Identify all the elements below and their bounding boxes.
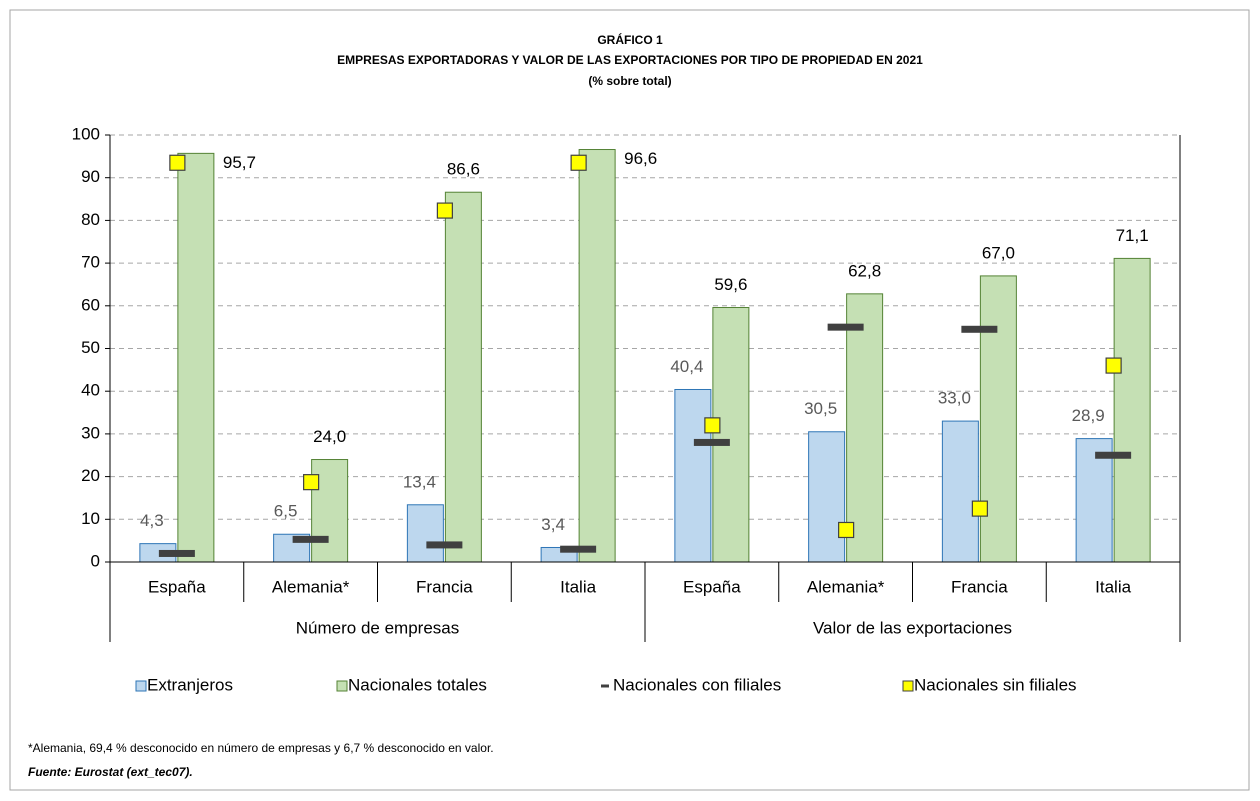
value-label: 59,6 <box>714 275 747 294</box>
value-label: 33,0 <box>938 389 971 408</box>
bar <box>578 149 616 563</box>
square-marker <box>704 417 721 434</box>
frame <box>9 9 1250 791</box>
y-tick-label: 60 <box>81 295 100 314</box>
value-label: 24,0 <box>313 427 346 446</box>
bar <box>1113 257 1151 563</box>
x-tick-label: Alemania* <box>272 577 350 596</box>
chart-unit: (% sobre total) <box>588 74 671 88</box>
square-marker <box>169 154 186 171</box>
y-tick-label: 50 <box>81 338 100 357</box>
legend-swatch <box>902 680 914 692</box>
y-tick-label: 30 <box>81 423 100 442</box>
bar <box>808 431 846 563</box>
value-label: 67,0 <box>982 243 1015 262</box>
bar <box>1075 438 1113 563</box>
square-marker <box>436 202 453 219</box>
bar <box>177 152 215 563</box>
value-label: 28,9 <box>1072 406 1105 425</box>
square-marker <box>838 521 855 539</box>
y-tick-label: 80 <box>81 210 100 229</box>
square-marker <box>971 500 988 517</box>
square-marker <box>570 154 587 171</box>
x-tick-label: España <box>148 577 206 596</box>
dash-marker <box>560 545 597 553</box>
chart-subtitle: EMPRESAS EXPORTADORAS Y VALOR DE LAS EXP… <box>337 53 923 67</box>
bar <box>406 504 444 563</box>
value-label: 30,5 <box>804 399 837 418</box>
dash-marker <box>158 549 195 557</box>
y-tick-label: 20 <box>81 466 100 485</box>
y-tick-label: 100 <box>72 124 100 143</box>
legend-label: Extranjeros <box>147 675 233 694</box>
y-tick-label: 90 <box>81 167 100 186</box>
value-label: 71,1 <box>1116 226 1149 245</box>
y-tick-label: 0 <box>91 551 100 570</box>
legend-label: Nacionales totales <box>348 675 487 694</box>
group-label: Valor de las exportaciones <box>813 618 1012 637</box>
legend-swatch <box>336 680 348 692</box>
value-label: 62,8 <box>848 261 881 280</box>
legend-swatch <box>135 680 147 692</box>
legend-label: Nacionales con filiales <box>613 675 781 694</box>
chart-title: GRÁFICO 1 <box>597 32 663 47</box>
x-tick-label: Francia <box>951 577 1008 596</box>
footnote: *Alemania, 69,4 % desconocido en número … <box>28 741 494 755</box>
dash-marker <box>961 325 998 333</box>
x-tick-label: España <box>683 577 741 596</box>
value-label: 4,3 <box>140 511 164 530</box>
bar <box>674 388 712 563</box>
bar <box>444 191 482 563</box>
legend-label: Nacionales sin filiales <box>914 675 1077 694</box>
bar <box>712 307 750 563</box>
value-label: 3,4 <box>541 515 565 534</box>
bar <box>979 275 1017 563</box>
x-tick-label: Italia <box>560 577 596 596</box>
y-tick-label: 70 <box>81 253 100 272</box>
dash-marker <box>693 438 730 446</box>
bar <box>941 420 979 563</box>
square-marker <box>303 474 320 491</box>
x-tick-label: Francia <box>416 577 473 596</box>
square-marker <box>1105 357 1122 374</box>
value-label: 95,7 <box>223 153 256 172</box>
value-label: 40,4 <box>670 357 703 376</box>
value-label: 13,4 <box>403 472 436 491</box>
value-label: 96,6 <box>624 149 657 168</box>
source: Fuente: Eurostat (ext_tec07). <box>28 765 193 779</box>
dash-marker <box>292 535 329 543</box>
x-tick-label: Italia <box>1095 577 1131 596</box>
dash-marker <box>1095 451 1132 459</box>
x-tick-label: Alemania* <box>807 577 885 596</box>
y-tick-label: 40 <box>81 381 100 400</box>
bar <box>846 293 884 563</box>
dash-marker <box>426 541 463 549</box>
value-label: 86,6 <box>447 160 480 179</box>
legend-swatch <box>601 684 609 688</box>
value-label: 6,5 <box>274 502 298 521</box>
y-tick-label: 10 <box>81 509 100 528</box>
dash-marker <box>827 323 864 331</box>
group-label: Número de empresas <box>296 618 459 637</box>
